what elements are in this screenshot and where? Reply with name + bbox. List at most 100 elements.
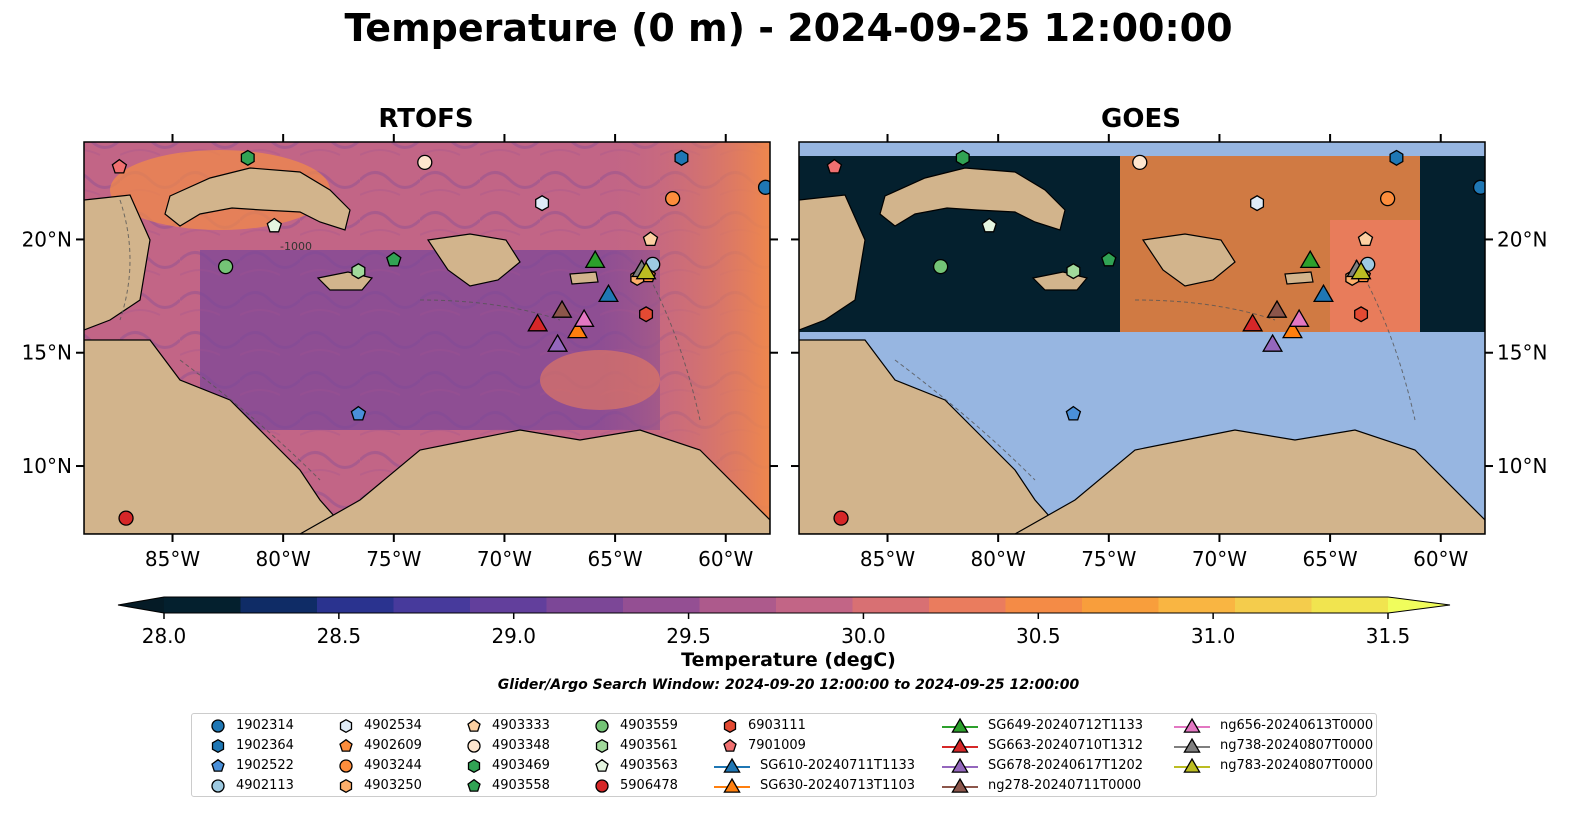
legend-swatch <box>942 757 978 773</box>
legend-label: SG678-20240617T1202 <box>988 758 1144 773</box>
colorbar-segment <box>1082 597 1159 613</box>
colorbar-tick-label: 28.5 <box>317 624 362 648</box>
legend-swatch <box>714 777 750 793</box>
legend-marker <box>211 779 225 793</box>
legend-label: ng656-20240613T0000 <box>1220 718 1374 733</box>
float-4903561-marker <box>351 263 366 280</box>
lon-tick-label: 85°W <box>145 547 200 571</box>
legend-swatch <box>1174 717 1210 733</box>
float-4903244-marker <box>1379 190 1396 207</box>
colorbar-segment <box>929 597 1006 613</box>
glider-SG630-20240713T1103-marker <box>1281 320 1303 339</box>
legend-swatch <box>714 757 750 773</box>
legend-label: SG610-20240711T1133 <box>760 758 916 773</box>
lat-tick-label: 20°N <box>22 227 72 251</box>
legend: 1902314 1902364 1902522 4902113 4902534 49026… <box>191 713 1377 797</box>
legend-label: 1902522 <box>236 758 294 773</box>
float-4903561-marker <box>1066 263 1081 280</box>
legend-swatch <box>942 777 978 793</box>
lon-tick-label: 65°W <box>1302 547 1357 571</box>
colorbar-segment <box>1311 597 1389 613</box>
rtofs-warm-patch-2 <box>540 350 660 410</box>
colorbar-tick-label: 30.0 <box>841 624 886 648</box>
legend-label: 7901009 <box>748 738 806 753</box>
float-4903559-marker <box>932 258 949 275</box>
land-rtofs <box>84 167 770 534</box>
glider-SG663-20240710T1312-marker <box>1242 313 1264 332</box>
glider-SG678-20240617T1202-marker <box>547 333 569 352</box>
legend-swatch <box>595 779 609 793</box>
legend-label: SG649-20240712T1133 <box>988 718 1144 733</box>
float-4903563-marker <box>981 217 998 233</box>
float-1902364-marker <box>674 149 689 166</box>
bathymetry-contours-rtofs <box>119 199 701 481</box>
glider-SG649-20240712T1133-marker <box>1299 249 1321 269</box>
glider-SG610-20240711T1133-marker <box>1312 283 1334 303</box>
legend-label: 6903111 <box>748 718 806 733</box>
float-1902364-marker <box>1389 149 1404 166</box>
legend-swatch <box>942 717 978 733</box>
colorbar-segment <box>776 597 853 613</box>
glider-ng278-20240711T0000-marker <box>551 299 573 318</box>
legend-marker <box>595 779 609 793</box>
colorbar-tick-label: 29.5 <box>666 624 711 648</box>
legend-label: 5906478 <box>620 778 678 793</box>
legend-swatch <box>211 779 225 793</box>
legend-marker <box>951 757 969 773</box>
float-5906478-marker <box>833 510 849 526</box>
legend-label: 4903250 <box>364 778 422 793</box>
glider-SG678-20240617T1202-marker <box>1262 333 1284 352</box>
contour-label-rtofs: -1000 <box>280 240 312 253</box>
legend-swatch <box>1174 757 1210 773</box>
float-1902314-marker <box>757 179 770 195</box>
lon-tick-label: 70°W <box>477 547 532 571</box>
colorbar-segment <box>164 597 241 613</box>
legend-marker <box>339 718 353 734</box>
lon-tick-label: 85°W <box>860 547 915 571</box>
lon-tick-label: 65°W <box>587 547 642 571</box>
lon-tick-label: 80°W <box>256 547 311 571</box>
goes-markers <box>826 149 1485 526</box>
legend-marker <box>339 738 353 752</box>
legend-label: 4903469 <box>492 758 550 773</box>
legend-swatch <box>467 778 481 792</box>
legend-marker <box>595 738 609 754</box>
lat-tick-label: 15°N <box>22 341 72 365</box>
colorbar-segment <box>1005 597 1083 613</box>
lon-tick-label: 75°W <box>366 547 421 571</box>
colorbar-under <box>118 597 164 613</box>
legend-label: 4902609 <box>364 738 422 753</box>
rtofs-markers <box>111 149 770 526</box>
colorbar-segment <box>852 597 930 613</box>
colorbar-segment <box>699 597 777 613</box>
legend-swatch <box>1174 737 1210 753</box>
legend-label: ng278-20240711T0000 <box>988 778 1142 793</box>
legend-label: 4903559 <box>620 718 678 733</box>
search-window-text: Glider/Argo Search Window: 2024-09-20 12… <box>497 677 1080 693</box>
float-7901009-marker <box>826 158 843 174</box>
float-4903563-marker <box>266 217 283 233</box>
glider-SG649-20240712T1133-marker <box>584 249 606 269</box>
legend-marker <box>467 778 481 792</box>
legend-swatch <box>339 738 353 752</box>
land-goes <box>799 167 1485 534</box>
legend-marker <box>1183 717 1201 733</box>
goes-sst-field-east <box>1330 220 1420 332</box>
colorbar-over <box>1388 597 1450 613</box>
legend-marker <box>595 719 609 733</box>
legend-marker <box>951 717 969 733</box>
rtofs-map: -1000 <box>83 141 771 535</box>
colorbar: 28.0 28.5 29.0 29.5 30.0 30.5 31.0 31.5 <box>117 596 1451 648</box>
float-6903111-marker <box>639 306 654 323</box>
colorbar-segment <box>240 597 318 613</box>
legend-label: 4903563 <box>620 758 678 773</box>
glider-ng656-20240613T0000-marker <box>1288 308 1310 327</box>
legend-swatch <box>211 738 225 754</box>
legend-swatch <box>467 758 481 774</box>
legend-marker <box>1183 737 1201 753</box>
legend-swatch <box>595 758 609 772</box>
legend-swatch <box>942 737 978 753</box>
legend-marker <box>1183 757 1201 773</box>
legend-marker <box>339 778 353 794</box>
float-1902522-marker <box>350 405 367 421</box>
